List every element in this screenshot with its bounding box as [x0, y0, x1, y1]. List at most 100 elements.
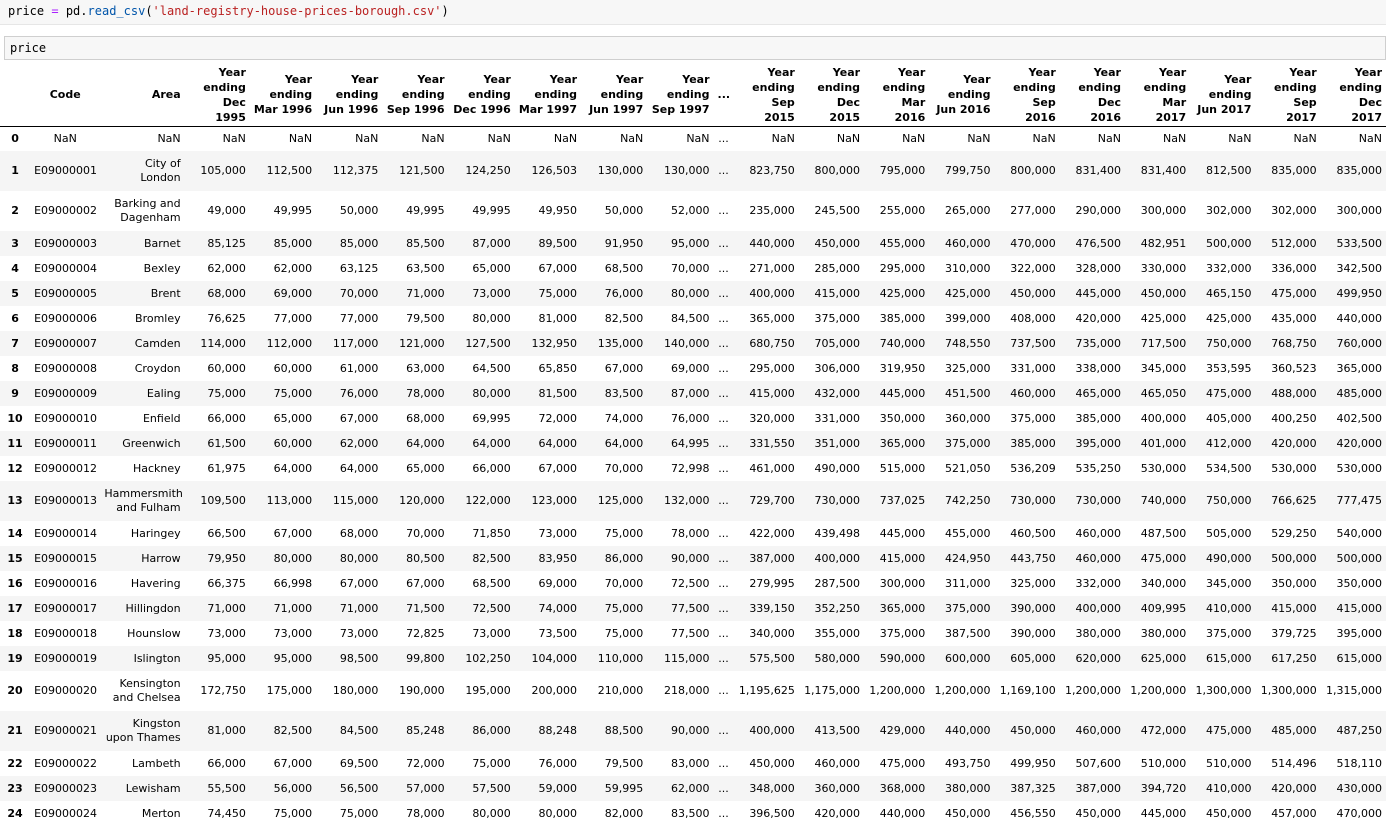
row-index: 10 — [7, 411, 23, 425]
price-cell: 50,000 — [604, 204, 644, 217]
column-header: Year ending Dec 2017 — [1320, 64, 1386, 127]
price-cell: 415,000 — [879, 551, 926, 565]
area-cell: Barking and Dagenham — [114, 197, 181, 224]
price-cell: 67,000 — [273, 526, 313, 540]
price-cell: 302,000 — [1271, 204, 1317, 217]
area-cell: City of London — [140, 157, 181, 184]
price-cell: 49,995 — [273, 204, 313, 217]
price-cell: 64,000 — [406, 436, 445, 450]
price-cell: 482,951 — [1140, 236, 1187, 250]
price-cell: 325,000 — [945, 361, 991, 375]
table-row: 7 E09000007 Camden 114,000 112,000 117,000 121… — [0, 331, 1386, 356]
price-cell: 460,000 — [1075, 526, 1121, 540]
dataframe-output[interactable]: Code Area Year ending Dec 1995 Year ending … — [0, 64, 1386, 818]
column-header: Year ending Jun 2016 — [929, 64, 995, 127]
price-cell: 355,000 — [814, 626, 861, 640]
price-cell: 385,000 — [1010, 436, 1056, 450]
price-cell: 78,000 — [406, 806, 445, 818]
price-cell: 84,500 — [339, 724, 379, 737]
price-cell: 375,000 — [1205, 626, 1252, 640]
price-cell: 740,000 — [1140, 494, 1187, 507]
price-cell: 740,000 — [879, 336, 926, 350]
code-cell: E09000004 — [34, 261, 98, 275]
price-cell: 460,000 — [1075, 724, 1121, 737]
price-cell: 74,450 — [207, 806, 246, 818]
price-cell: 835,000 — [1271, 164, 1317, 177]
row-index: 0 — [11, 131, 19, 145]
price-cell: 1,200,000 — [869, 684, 926, 697]
table-row: 1 E09000001 City of London 105,000 112,500 11… — [0, 151, 1386, 191]
table-row: 24 E09000024 Merton 74,450 75,000 75,000 78,00… — [0, 801, 1386, 818]
price-cell: 400,000 — [1140, 411, 1187, 425]
price-cell: 617,250 — [1271, 651, 1317, 665]
price-cell: 72,500 — [671, 576, 710, 590]
price-cell: 729,700 — [749, 494, 795, 507]
row-index: 20 — [7, 684, 23, 697]
price-cell: 62,000 — [671, 781, 710, 795]
ellipsis-cell: ... — [718, 286, 729, 300]
price-cell: 533,500 — [1336, 236, 1383, 250]
price-cell: 510,000 — [1140, 756, 1187, 770]
price-cell: 125,000 — [597, 494, 644, 507]
area-cell: Islington — [133, 651, 181, 665]
code-cell-read-csv[interactable]: price = pd.read_csv('land-registry-house… — [0, 0, 1386, 25]
price-cell: 68,500 — [604, 261, 644, 275]
price-cell: 360,000 — [814, 781, 861, 795]
price-cell: 79,500 — [406, 311, 445, 325]
price-cell: 59,000 — [538, 781, 578, 795]
table-row: 23 E09000023 Lewisham 55,500 56,000 56,500 57,… — [0, 776, 1386, 801]
price-cell: 760,000 — [1336, 336, 1383, 350]
code-cell-price[interactable]: price — [4, 36, 1386, 60]
area-cell: Lambeth — [132, 756, 181, 770]
code-cell: E09000019 — [34, 651, 98, 665]
price-cell: 507,600 — [1075, 756, 1121, 770]
price-cell: 302,000 — [1205, 204, 1252, 217]
row-index: 6 — [11, 311, 19, 325]
price-cell: 460,000 — [1010, 386, 1056, 400]
price-cell: NaN — [355, 131, 379, 145]
row-index: 15 — [7, 551, 23, 565]
price-cell: 368,000 — [879, 781, 926, 795]
ellipsis-cell: ... — [718, 204, 729, 217]
price-cell: 95,000 — [273, 651, 313, 665]
code-cell: E09000013 — [34, 494, 98, 507]
price-cell: 110,000 — [597, 651, 644, 665]
price-cell: 62,000 — [207, 261, 246, 275]
price-cell: 487,250 — [1336, 724, 1383, 737]
price-cell: 69,995 — [472, 411, 511, 425]
code-cell: E09000002 — [34, 204, 98, 217]
price-cell: 445,000 — [879, 386, 926, 400]
column-header: Year ending Dec 2016 — [1059, 64, 1125, 127]
price-cell: 472,000 — [1140, 724, 1187, 737]
price-cell: 180,000 — [332, 684, 379, 697]
price-cell: 70,000 — [406, 526, 445, 540]
code-operator: = — [51, 4, 59, 18]
column-header: Year ending Dec 1996 — [448, 64, 515, 127]
price-cell: 113,000 — [266, 494, 313, 507]
price-cell: 75,000 — [604, 601, 644, 615]
price-cell: 540,000 — [1336, 526, 1383, 540]
price-cell: 64,500 — [472, 361, 511, 375]
column-header: Year ending Sep 2015 — [733, 64, 799, 127]
price-cell: 420,000 — [1075, 311, 1121, 325]
area-cell: Enfield — [142, 411, 181, 425]
price-cell: 500,000 — [1271, 551, 1317, 565]
row-index: 18 — [7, 626, 23, 640]
price-cell: 375,000 — [945, 436, 991, 450]
price-cell: 536,209 — [1010, 461, 1056, 475]
price-cell: 49,000 — [207, 204, 246, 217]
price-cell: 95,000 — [207, 651, 246, 665]
area-cell: Hounslow — [127, 626, 181, 640]
price-cell: NaN — [771, 131, 795, 145]
price-cell: 400,000 — [749, 724, 795, 737]
code-paren-close: ) — [441, 4, 449, 18]
index-header — [0, 64, 31, 127]
ellipsis-cell: ... — [718, 494, 729, 507]
price-cell: 420,000 — [1271, 781, 1317, 795]
price-cell: 439,498 — [814, 526, 861, 540]
area-cell: NaN — [157, 131, 181, 145]
price-cell: 73,000 — [273, 626, 313, 640]
row-index: 12 — [7, 461, 23, 475]
price-cell: 88,500 — [604, 724, 644, 737]
price-cell: 82,000 — [604, 806, 644, 818]
